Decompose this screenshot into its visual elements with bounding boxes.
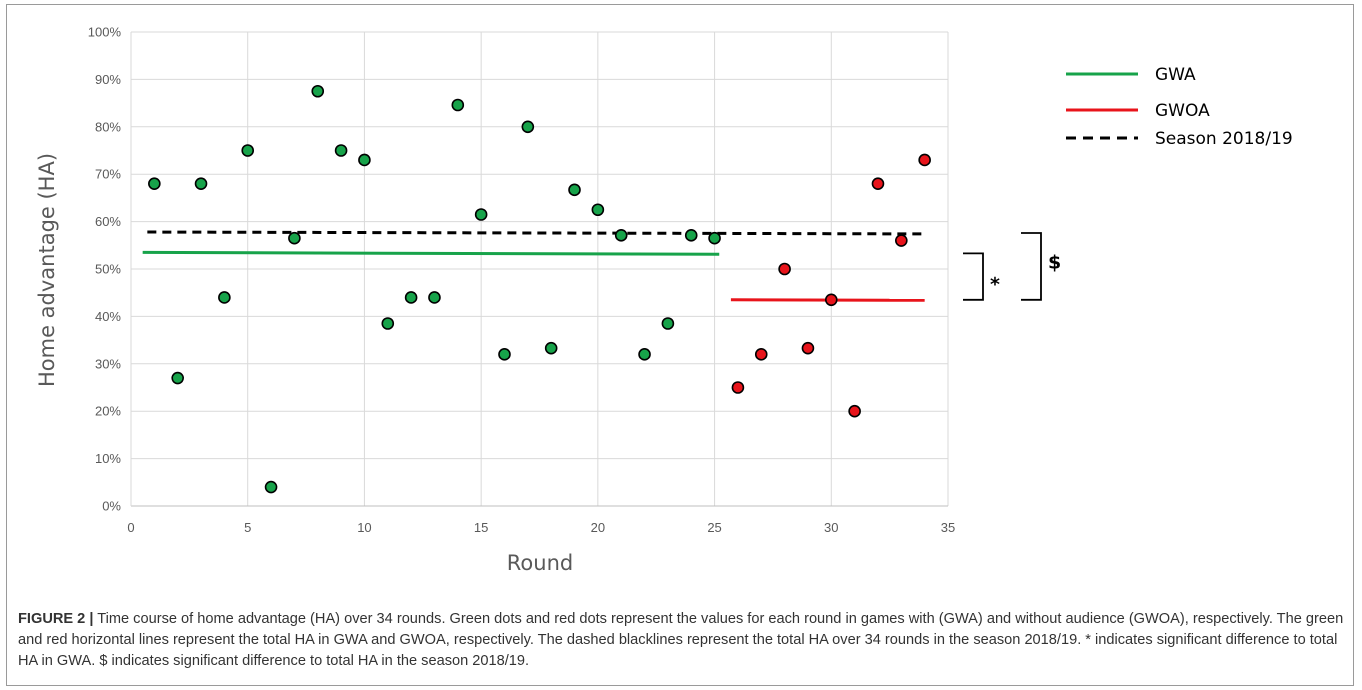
y-axis-title: Home advantage (HA)	[35, 153, 59, 387]
data-point-gwoa	[871, 177, 885, 190]
data-point-gwa	[451, 98, 465, 112]
y-tick-label: 0%	[102, 499, 121, 514]
data-point-gwa	[638, 348, 651, 361]
x-tick-label: 15	[474, 520, 488, 535]
data-point-gwoa	[731, 381, 745, 394]
significance-bracket	[963, 252, 984, 301]
x-tick-label: 0	[127, 520, 134, 535]
data-point-gwa	[591, 203, 605, 217]
data-point-gwa	[614, 229, 628, 242]
data-point-gwoa	[895, 234, 908, 247]
data-point-gwa	[148, 177, 161, 190]
data-point-gwa	[661, 317, 675, 330]
significance-symbol: $	[1048, 251, 1061, 273]
x-tick-label: 25	[707, 520, 721, 535]
data-point-gwa	[708, 231, 721, 245]
data-point-gwa	[498, 348, 511, 361]
x-tick-label: 5	[244, 520, 251, 535]
x-tick-label: 35	[941, 520, 955, 535]
data-point-gwoa	[848, 404, 861, 418]
legend: GWA GWOA Season 2018/19	[1066, 65, 1293, 149]
data-point-gwa	[568, 183, 581, 197]
figure-caption: FIGURE 2 | Time course of home advantage…	[18, 609, 1348, 672]
significance-brackets: *$	[963, 232, 1061, 301]
axes: 0% 10% 20% 30% 40% 50% 60% 70% 80% 90% 100% 0 5 10 15 2…	[88, 25, 955, 536]
significance-bracket	[1021, 232, 1042, 301]
data-point-gwa	[241, 144, 255, 157]
figure-frame	[6, 4, 1354, 686]
caption-label: FIGURE 2 |	[18, 611, 94, 627]
data-point-gwa	[288, 231, 301, 245]
x-tick-label: 10	[357, 520, 371, 535]
data-point-gwa	[311, 84, 325, 98]
reference-line-season-2018-19	[147, 230, 927, 236]
legend-label: GWOA	[1155, 101, 1210, 121]
y-tick-label: 60%	[95, 214, 121, 229]
data-point-gwoa	[918, 153, 931, 167]
y-tick-label: 40%	[95, 309, 121, 324]
data-point-gwa	[474, 208, 488, 221]
data-point-gwoa	[824, 293, 838, 307]
y-tick-label: 100%	[88, 25, 122, 40]
y-tick-label: 70%	[95, 167, 121, 182]
y-tick-label: 90%	[95, 72, 121, 87]
legend-label: Season 2018/19	[1155, 129, 1293, 149]
data-point-gwa	[194, 177, 208, 190]
data-point-gwa	[334, 144, 348, 157]
data-points	[148, 84, 931, 494]
data-point-gwa	[428, 291, 441, 304]
data-point-gwa	[404, 291, 418, 304]
reference-lines	[142, 230, 927, 302]
x-axis-title: Round	[507, 551, 573, 575]
scatter-chart: 0% 10% 20% 30% 40% 50% 60% 70% 80% 90% 100% 0 5 10 15 2…	[35, 25, 1293, 576]
data-point-gwa	[264, 480, 278, 494]
x-tick-label: 20	[591, 520, 605, 535]
caption-text: Time course of home advantage (HA) over …	[18, 611, 1344, 669]
data-point-gwa	[358, 153, 371, 167]
grid-lines	[131, 31, 949, 506]
data-point-gwa	[521, 120, 535, 134]
data-point-gwa	[171, 371, 184, 385]
data-point-gwa	[218, 291, 231, 304]
data-point-gwoa	[801, 341, 815, 355]
data-point-gwa	[544, 341, 558, 355]
significance-symbol: *	[990, 274, 1000, 296]
y-tick-label: 30%	[95, 356, 121, 371]
data-point-gwa	[684, 229, 698, 242]
legend-label: GWA	[1155, 65, 1196, 85]
y-tick-label: 80%	[95, 119, 121, 134]
data-point-gwa	[381, 317, 395, 330]
y-tick-label: 20%	[95, 404, 121, 419]
data-point-gwoa	[778, 262, 791, 276]
x-tick-label: 30	[824, 520, 838, 535]
y-tick-label: 10%	[95, 451, 121, 466]
data-point-gwoa	[754, 348, 768, 361]
y-tick-label: 50%	[95, 262, 121, 277]
reference-line-gwa	[142, 250, 720, 256]
